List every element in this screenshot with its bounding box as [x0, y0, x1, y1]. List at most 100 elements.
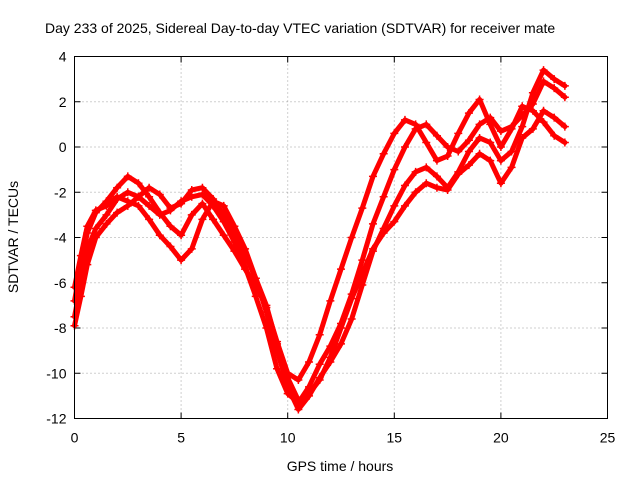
data-point: [102, 201, 111, 210]
data-point: [518, 102, 527, 111]
data-point: [400, 201, 409, 210]
data-point: [187, 185, 196, 194]
x-tick-label: 20: [493, 430, 509, 446]
data-point: [454, 147, 463, 156]
data-point: [198, 190, 207, 199]
x-tick-label: 0: [71, 430, 79, 446]
data-point: [528, 124, 537, 133]
data-point: [113, 208, 122, 217]
data-point: [209, 197, 218, 206]
data-point: [464, 161, 473, 170]
data-point: [379, 228, 388, 237]
data-point: [326, 353, 335, 362]
data-point: [283, 373, 292, 382]
data-point: [155, 190, 164, 199]
data-point: [390, 165, 399, 174]
data-point: [166, 204, 175, 213]
data-point: [102, 210, 111, 219]
data-point: [113, 183, 122, 192]
data-point: [145, 201, 154, 210]
data-point: [241, 265, 250, 274]
data-point: [294, 376, 303, 385]
data-point: [560, 81, 569, 90]
data-point: [560, 93, 569, 102]
x-tick-label: 10: [280, 430, 296, 446]
data-point: [230, 247, 239, 256]
data-point: [305, 389, 314, 398]
data-point: [358, 204, 367, 213]
data-point: [241, 244, 250, 253]
data-point: [315, 360, 324, 369]
series-line: [72, 108, 568, 403]
data-point: [411, 188, 420, 197]
data-point: [145, 183, 154, 192]
data-point: [273, 364, 282, 373]
data-point: [337, 324, 345, 332]
data-point: [550, 75, 559, 84]
data-point: [187, 210, 196, 219]
y-tick-label: -10: [46, 365, 66, 381]
data-point: [91, 206, 100, 215]
x-axis-label: GPS time / hours: [287, 458, 394, 474]
data-point: [337, 339, 345, 348]
data-point: [251, 274, 260, 283]
data-point: [496, 127, 505, 136]
data-point: [486, 156, 495, 165]
data-point: [134, 192, 143, 201]
data-point: [539, 66, 548, 75]
data-point: [550, 113, 559, 122]
data-point: [379, 192, 388, 201]
data-point: [539, 118, 548, 127]
y-tick-label: 0: [59, 139, 67, 155]
data-point: [347, 294, 356, 303]
data-point: [390, 129, 399, 138]
data-point: [518, 133, 527, 142]
data-point: [177, 199, 186, 208]
data-point: [305, 357, 314, 366]
data-point: [83, 222, 92, 231]
data-point: [507, 163, 516, 172]
data-point: [454, 170, 463, 179]
data-point: [145, 192, 154, 201]
y-tick-label: -12: [46, 411, 66, 427]
data-point: [134, 201, 143, 210]
data-point: [294, 396, 303, 405]
y-tick-label: -6: [54, 275, 67, 291]
data-point: [230, 222, 239, 231]
data-point: [422, 179, 431, 188]
x-tick-label: 25: [600, 430, 616, 446]
data-point: [294, 405, 303, 414]
y-tick-label: -2: [54, 184, 67, 200]
data-point: [347, 233, 356, 242]
data-point: [486, 120, 495, 129]
data-point: [560, 122, 569, 131]
data-point: [166, 242, 175, 251]
data-point: [475, 133, 484, 142]
data-point: [198, 199, 207, 208]
data-point: [155, 231, 164, 240]
x-tick-labels: 0 5 10 15 20 25: [71, 430, 616, 446]
data-point: [528, 88, 537, 97]
data-point: [496, 156, 505, 165]
data-point: [123, 172, 132, 181]
y-tick-labels: -12 -10 -8 -6 -4 -2 0 2 4: [46, 49, 66, 427]
data-point: [496, 179, 505, 188]
data-point: [262, 301, 271, 310]
data-point: [496, 143, 505, 151]
data-point: [315, 330, 324, 339]
data-point: [273, 339, 282, 348]
data-point: [368, 172, 377, 181]
data-point: [422, 120, 431, 129]
data-point: [432, 172, 441, 181]
data-point: [422, 138, 431, 147]
data-point: [219, 231, 228, 240]
data-point: [507, 124, 516, 133]
data-point: [219, 201, 228, 210]
data-point: [358, 269, 367, 278]
data-point: [315, 376, 324, 385]
data-point: [400, 181, 409, 190]
data-point: [187, 244, 196, 253]
series-2: [70, 95, 569, 385]
data-point: [347, 314, 356, 323]
